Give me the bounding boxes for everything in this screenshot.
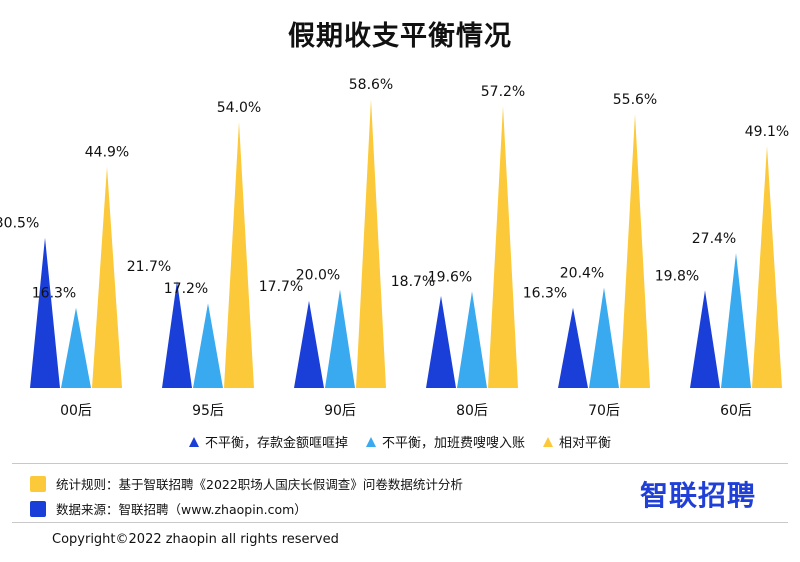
category-label-3: 80后 — [456, 403, 488, 419]
copyright-text: Copyright©2022 zhaopin all rights reserv… — [52, 532, 339, 547]
bar-4-1 — [589, 287, 619, 388]
chart-legend: 不平衡，存款金额哐哐掉 不平衡，加班费嗖嗖入账 相对平衡 — [0, 432, 800, 451]
data-label-2-1: 20.0% — [296, 267, 340, 283]
blue-swatch-icon — [30, 500, 46, 517]
bar-0-2 — [92, 166, 122, 388]
bar-5-0 — [690, 290, 720, 388]
category-label-5: 60后 — [720, 403, 752, 419]
chart-plot: 30.5% 16.3% 44.9% 00后 21.7% 17.2% 54.0% 95后 17.7… — [0, 77, 789, 419]
data-label-3-2: 57.2% — [481, 84, 525, 100]
data-label-0-1: 16.3% — [32, 286, 76, 302]
data-label-4-1: 20.4% — [560, 265, 604, 281]
category-label-1: 95后 — [192, 403, 224, 419]
legend-item-series-3: 相对平衡 — [543, 432, 611, 451]
bar-3-2 — [488, 106, 518, 388]
bar-1-2 — [224, 121, 254, 388]
bar-5-1 — [721, 252, 751, 388]
data-label-0-0: 30.5% — [0, 216, 39, 232]
data-label-2-2: 58.6% — [349, 77, 393, 93]
bar-3-1 — [457, 291, 487, 388]
category-label-2: 90后 — [324, 403, 356, 419]
legend-label: 相对平衡 — [559, 436, 612, 451]
legend-item-series-1: 不平衡，存款金额哐哐掉 — [188, 432, 348, 451]
data-label-1-0: 21.7% — [127, 259, 171, 275]
triangle-icon — [365, 436, 376, 447]
triangle-icon — [188, 436, 199, 447]
footnote-rule-text: 统计规则：基于智联招聘《2022职场人国庆长假调查》问卷数据统计分析 — [56, 477, 463, 492]
bar-0-1 — [61, 307, 91, 388]
bar-4-2 — [620, 114, 650, 388]
bar-2-1 — [325, 289, 355, 388]
triangle-icon — [543, 436, 553, 447]
bar-1-1 — [193, 303, 223, 388]
legend-label: 不平衡，存款金额哐哐掉 — [204, 436, 348, 451]
chart-title: 假期收支平衡情况 — [288, 21, 512, 52]
footnote-source-text: 数据来源：智联招聘（www.zhaopin.com） — [56, 502, 307, 517]
footnote-source: 数据来源：智联招聘（www.zhaopin.com） — [30, 499, 307, 518]
zhaopin-logo: 智联招聘 — [640, 479, 757, 512]
data-label-1-1: 17.2% — [164, 281, 208, 297]
category-label-0: 00后 — [60, 403, 92, 419]
divider-bottom — [12, 522, 788, 523]
bar-4-0 — [558, 307, 588, 388]
data-label-5-2: 49.1% — [745, 124, 789, 140]
data-label-2-0: 17.7% — [259, 279, 303, 295]
bar-5-2 — [752, 146, 782, 388]
data-label-1-2: 54.0% — [217, 100, 261, 116]
legend-label: 不平衡，加班费嗖嗖入账 — [381, 436, 525, 451]
category-label-4: 70后 — [588, 403, 620, 419]
bar-3-0 — [426, 295, 456, 388]
data-label-3-1: 19.6% — [428, 269, 472, 285]
data-label-4-2: 55.6% — [613, 92, 657, 108]
bar-1-0 — [162, 281, 192, 388]
data-label-4-0: 16.3% — [523, 286, 567, 302]
data-label-0-2: 44.9% — [85, 145, 129, 161]
footnote-rule: 统计规则：基于智联招聘《2022职场人国庆长假调查》问卷数据统计分析 — [30, 474, 463, 493]
bar-2-2 — [356, 99, 386, 388]
bar-0-0 — [30, 237, 60, 388]
legend-item-series-2: 不平衡，加班费嗖嗖入账 — [365, 432, 525, 451]
data-label-3-0: 18.7% — [391, 274, 435, 290]
data-label-5-1: 27.4% — [692, 231, 736, 247]
divider-top — [12, 463, 788, 464]
data-label-5-0: 19.8% — [655, 268, 699, 284]
yellow-swatch-icon — [30, 475, 46, 492]
bar-2-0 — [294, 300, 324, 388]
